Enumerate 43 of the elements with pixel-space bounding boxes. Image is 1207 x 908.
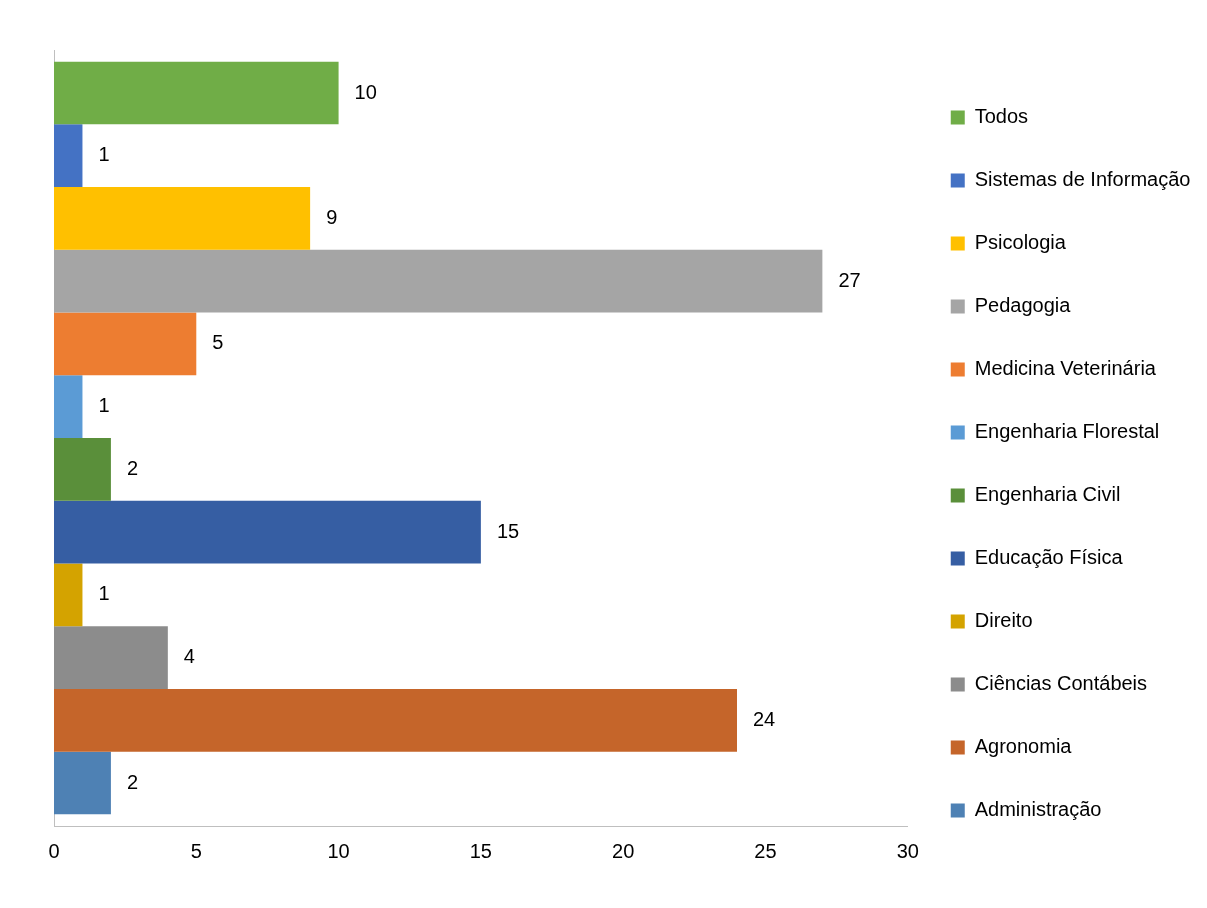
bar (54, 563, 83, 627)
legend-label: Pedagogia (974, 294, 1072, 317)
bar (54, 500, 481, 564)
data-label: 2 (126, 456, 139, 479)
data-label: 5 (212, 331, 224, 354)
bar (54, 187, 311, 250)
data-label: 27 (838, 268, 861, 291)
data-label: 1 (98, 394, 110, 417)
legend-label: Administração (974, 798, 1102, 821)
bar (54, 438, 111, 501)
legend-label: Educação Física (974, 546, 1124, 569)
bar (54, 124, 83, 188)
legend-label: Engenharia Florestal (974, 420, 1160, 443)
data-label: 1 (98, 582, 110, 605)
data-label: 2 (126, 770, 139, 793)
bar (54, 312, 197, 376)
legend-label: Todos (974, 105, 1029, 128)
bar (54, 688, 737, 752)
x-tick-label: 5 (190, 839, 202, 862)
x-tick-label: 10 (327, 839, 350, 862)
x-tick-label: 0 (48, 839, 60, 862)
bar (54, 626, 168, 689)
bar (54, 249, 823, 313)
legend-label: Psicologia (974, 231, 1067, 254)
legend-label: Ciências Contábeis (974, 672, 1148, 695)
x-tick-label: 15 (469, 839, 492, 862)
bar (54, 61, 339, 125)
data-label: 15 (496, 519, 520, 542)
legend-label: Direito (974, 609, 1033, 632)
x-tick-label: 30 (896, 839, 919, 862)
bar (54, 375, 83, 438)
legend-label: Medicina Veterinária (974, 357, 1157, 380)
x-tick-label: 20 (612, 839, 635, 862)
data-label: 9 (326, 205, 338, 228)
x-tick-label: 25 (754, 839, 777, 862)
bar (54, 751, 111, 815)
legend-label: Agronomia (974, 735, 1073, 758)
legend-label: Engenharia Civil (974, 483, 1121, 506)
data-label: 4 (183, 645, 195, 668)
data-label: 24 (753, 707, 776, 730)
data-label: 10 (354, 80, 377, 103)
data-label: 1 (98, 143, 110, 166)
legend-label: Sistemas de Informação (974, 168, 1191, 191)
